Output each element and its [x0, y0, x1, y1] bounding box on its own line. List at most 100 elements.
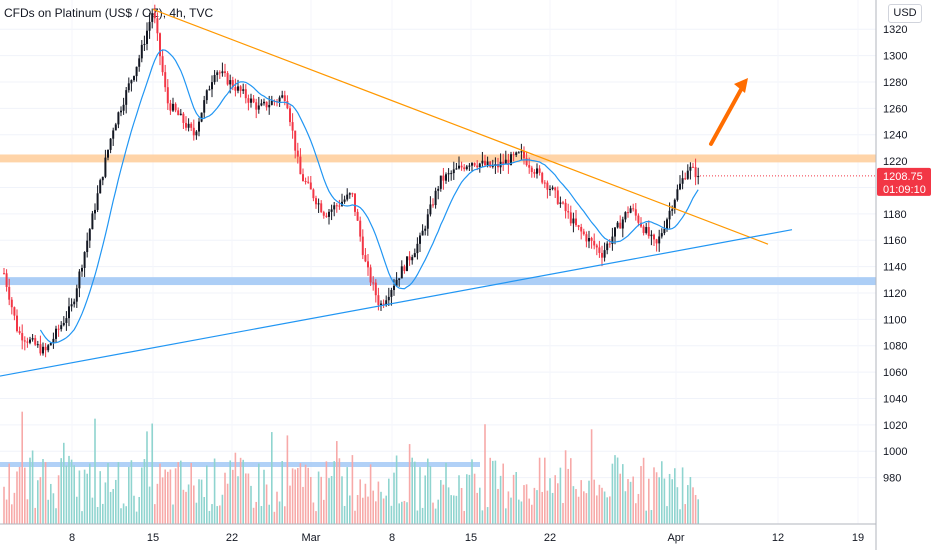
volume-bar — [154, 504, 156, 524]
volume-bar — [341, 476, 343, 524]
volume-bar — [328, 478, 330, 524]
candle-body — [504, 159, 507, 165]
last-price-bg — [877, 167, 931, 196]
arrow-head[interactable] — [734, 77, 748, 93]
candle-body — [179, 113, 182, 116]
candle-body — [549, 188, 551, 190]
candle-body — [159, 33, 161, 57]
candle-body — [593, 240, 596, 246]
volume-bars — [0, 411, 699, 524]
bar-countdown: 01:09:10 — [883, 184, 926, 196]
volume-bar — [614, 455, 616, 524]
volume-bar — [167, 471, 169, 524]
volume-bar — [489, 457, 491, 524]
resistance-zone[interactable] — [0, 154, 876, 163]
volume-bar — [616, 457, 619, 524]
volume-bar — [655, 472, 658, 524]
volume-bar — [458, 475, 460, 524]
volume-bar — [476, 492, 478, 524]
volume-bar — [351, 455, 354, 524]
candle-body — [164, 72, 167, 88]
volume-bar — [226, 483, 229, 524]
volume-bar — [211, 504, 213, 524]
candle-body — [335, 205, 338, 207]
arrow-shaft[interactable] — [709, 83, 745, 146]
candle-body — [546, 182, 549, 190]
price-zones — [0, 154, 876, 286]
volume-bar — [91, 497, 94, 524]
candle-body — [442, 175, 445, 181]
volume-bar — [463, 510, 465, 524]
candle-body — [177, 110, 180, 116]
candle-body — [374, 282, 377, 296]
volume-bar — [115, 479, 117, 524]
volume-bar — [125, 506, 127, 524]
volume-bar — [538, 457, 541, 524]
volume-bar — [377, 481, 380, 524]
volume-bar — [99, 471, 101, 524]
candle-body — [338, 205, 341, 207]
volume-bar — [427, 458, 429, 524]
candle-body — [676, 189, 679, 200]
volume-bar — [694, 494, 697, 524]
candle-body — [127, 83, 130, 91]
candle-body — [234, 87, 237, 91]
volume-bar — [268, 504, 270, 524]
volume-bar — [450, 495, 452, 524]
axes — [0, 0, 877, 550]
volume-bar — [60, 458, 62, 524]
candle-body — [333, 205, 336, 210]
candle-body — [653, 234, 655, 240]
volume-bar — [575, 489, 577, 524]
volume-bar — [320, 476, 322, 524]
candle-body — [52, 338, 55, 343]
candle-body — [632, 208, 635, 210]
volume-bar — [414, 461, 416, 524]
volume-bar — [109, 491, 112, 524]
candle-body — [520, 151, 523, 153]
volume-bar — [562, 503, 564, 524]
volume-bar — [39, 477, 42, 524]
candle-body — [247, 98, 250, 103]
descending-trendline[interactable] — [152, 8, 769, 245]
candle-body — [130, 80, 133, 84]
candle-body — [107, 149, 109, 158]
volume-bar — [73, 465, 75, 524]
candle-body — [484, 160, 486, 166]
candle-body — [322, 212, 325, 216]
support-zone[interactable] — [0, 277, 876, 286]
volume-bar — [697, 499, 699, 524]
forecast-arrow[interactable] — [709, 77, 748, 146]
candle-body — [356, 211, 359, 221]
volume-bar — [174, 468, 177, 524]
candle-body — [242, 89, 245, 91]
trendlines[interactable] — [0, 8, 793, 377]
volume-bar — [200, 479, 203, 524]
candle-body — [153, 13, 156, 19]
ascending-trendline[interactable] — [0, 229, 793, 377]
volume-bar — [645, 510, 647, 524]
volume-bar — [122, 503, 125, 524]
volume-bar — [336, 441, 338, 524]
volume-bar — [112, 488, 114, 524]
volume-bar — [609, 496, 611, 524]
candle-body — [668, 210, 671, 220]
candle-body — [523, 151, 525, 159]
volume-bar — [408, 444, 411, 524]
candle-body — [387, 296, 390, 301]
volume-bar — [406, 502, 408, 524]
volume-bar — [416, 510, 419, 524]
volume-bar — [263, 469, 265, 524]
candle-body — [278, 97, 281, 102]
volume-bar — [44, 462, 47, 524]
currency-button[interactable]: USD — [888, 4, 922, 23]
candle-body — [174, 103, 177, 111]
candle-body — [343, 199, 346, 202]
volume-bar — [284, 506, 286, 524]
candle-body — [481, 160, 484, 164]
volume-bar — [193, 485, 195, 524]
volume-bar — [5, 499, 8, 524]
candle-body — [122, 104, 125, 111]
candle-body — [270, 100, 273, 105]
